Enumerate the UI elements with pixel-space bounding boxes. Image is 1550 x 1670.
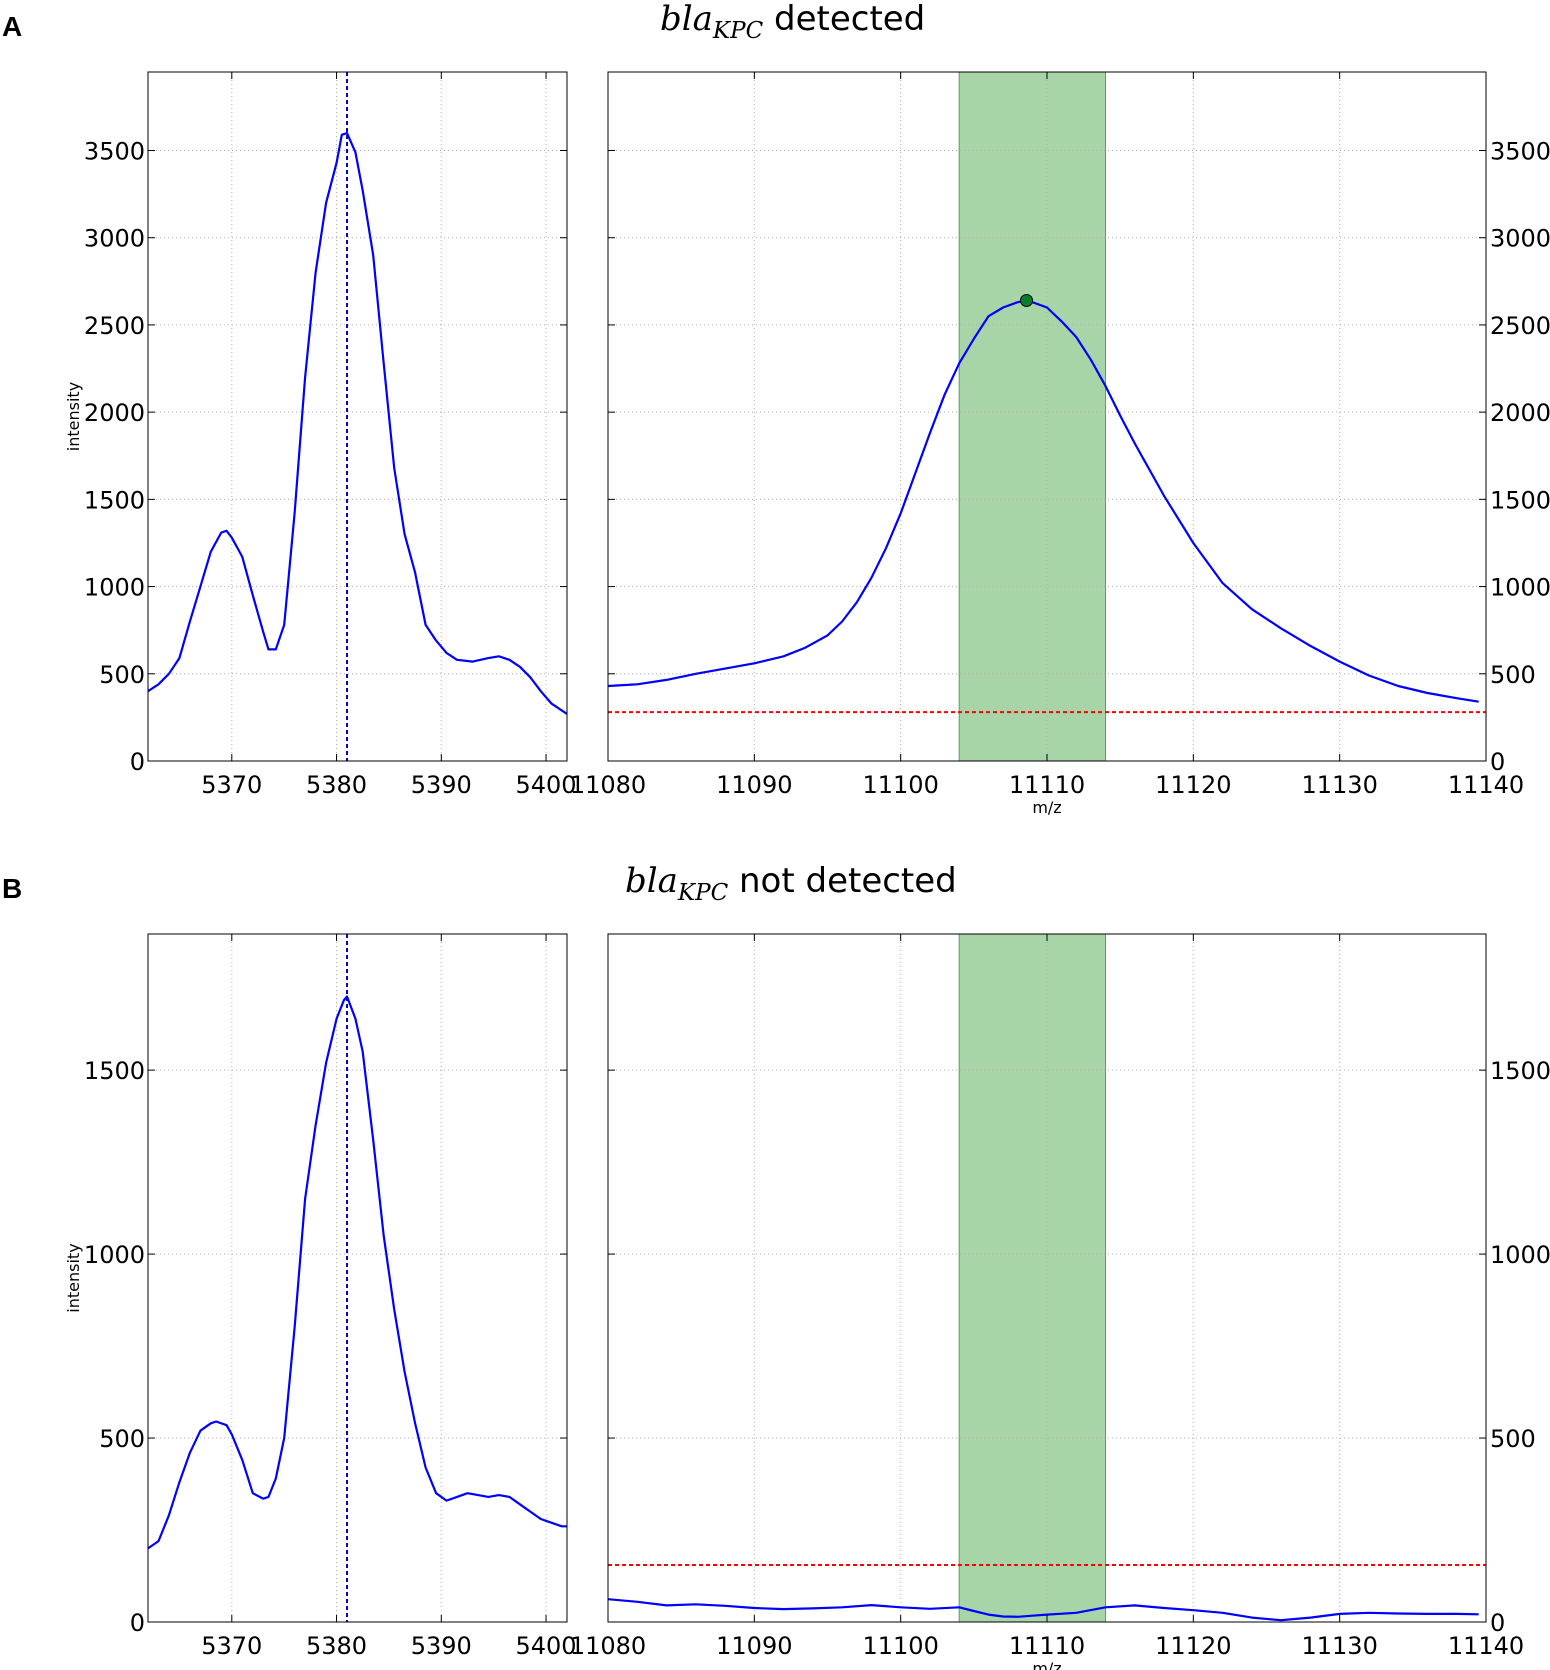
a-right-ytick-label-7: 3500 xyxy=(1490,137,1550,165)
a-left-ytick-label-7: 3500 xyxy=(84,137,145,165)
b-right-xtick-label-6: 11140 xyxy=(1448,1632,1524,1660)
a-left-ytick-label-4: 2000 xyxy=(84,399,145,427)
panel-label-b: B xyxy=(2,873,22,904)
panel-b-left-axes: 5370 5380 5390 5400 0 500 1000 1500 intensity xyxy=(64,933,577,1660)
b-right-xtick-label-5: 11130 xyxy=(1301,1632,1377,1660)
b-right-detection-band xyxy=(958,933,1107,1623)
b-left-xtick-label-0: 5370 xyxy=(201,1632,262,1660)
b-right-xtick-label-0: 11080 xyxy=(570,1632,646,1660)
b-right-xtick-label-3: 11110 xyxy=(1009,1632,1085,1660)
a-right-xtick-label-3: 11110 xyxy=(1009,771,1085,799)
a-right-ytick-label-2: 1000 xyxy=(1490,574,1550,602)
b-right-spectrum-line xyxy=(607,1598,1479,1622)
title-a-subscript: KPC xyxy=(712,18,764,44)
b-right-xtick-label-1: 11090 xyxy=(716,1632,792,1660)
b-right-ytick-label-3: 1500 xyxy=(1490,1057,1550,1085)
b-right-xtick-label-2: 11100 xyxy=(862,1632,938,1660)
a-left-xtick-label-3: 5400 xyxy=(516,771,577,799)
a-right-xtick-label-4: 11120 xyxy=(1155,771,1231,799)
a-right-ytick-label-1: 500 xyxy=(1490,661,1536,689)
a-left-ytick-label-0: 0 xyxy=(130,748,145,776)
panel-a: A blaKPC detected 5370 5380 5390 5400 0 500 10… xyxy=(2,0,1550,817)
a-right-xtick-label-2: 11100 xyxy=(862,771,938,799)
b-left-ytick-label-1: 500 xyxy=(99,1425,145,1453)
panel-label-a: A xyxy=(2,11,22,42)
a-left-ytick-label-3: 1500 xyxy=(84,486,145,514)
a-right-ytick-label-0: 0 xyxy=(1490,748,1505,776)
a-left-ytick-label-1: 500 xyxy=(99,661,145,689)
title-a: blaKPC detected xyxy=(660,0,925,44)
a-right-spectrum-line xyxy=(607,299,1479,703)
b-right-xtick-label-4: 11120 xyxy=(1155,1632,1231,1660)
a-left-xtick-label-2: 5390 xyxy=(411,771,472,799)
a-right-detection-band xyxy=(958,71,1107,762)
a-left-ylabel: intensity xyxy=(64,382,83,451)
a-left-ytick-label-6: 3000 xyxy=(84,225,145,253)
a-left-ytick-label-2: 1000 xyxy=(84,574,145,602)
a-right-xtick-label-5: 11130 xyxy=(1301,771,1377,799)
b-right-ytick-label-2: 1000 xyxy=(1490,1241,1550,1269)
a-right-xtick-label-6: 11140 xyxy=(1448,771,1524,799)
a-left-xtick-label-1: 5380 xyxy=(306,771,367,799)
b-right-xlabel: m/z xyxy=(1032,1659,1061,1670)
title-b-suffix: not detected xyxy=(728,861,957,901)
a-left-ytick-label-5: 2500 xyxy=(84,312,145,340)
b-left-ytick-label-3: 1500 xyxy=(84,1057,145,1085)
b-left-ylabel: intensity xyxy=(64,1243,83,1312)
b-left-ytick-label-2: 1000 xyxy=(84,1241,145,1269)
panel-a-left-axes: 5370 5380 5390 5400 0 500 1000 1500 2000 2500 3000… xyxy=(64,71,577,799)
a-left-axes-frame xyxy=(147,71,568,762)
b-left-ytick-label-0: 0 xyxy=(130,1609,145,1637)
title-b-subscript: KPC xyxy=(677,880,729,906)
a-right-ytick-label-5: 2500 xyxy=(1490,312,1550,340)
title-b-gene: bla xyxy=(625,861,678,901)
title-a-gene: bla xyxy=(660,0,713,39)
b-right-ytick-label-0: 0 xyxy=(1490,1609,1505,1637)
b-left-xtick-label-3: 5400 xyxy=(516,1632,577,1660)
title-b: blaKPC not detected xyxy=(625,861,957,906)
a-right-peak-point xyxy=(1020,294,1034,308)
a-right-xlabel: m/z xyxy=(1032,798,1061,817)
a-right-xtick-label-0: 11080 xyxy=(570,771,646,799)
panel-b: B blaKPC not detected 5370 5380 5390 540005… xyxy=(2,861,1550,1670)
a-right-ytick-label-6: 3000 xyxy=(1490,225,1550,253)
b-left-xtick-label-2: 5390 xyxy=(411,1632,472,1660)
a-left-xtick-label-0: 5370 xyxy=(201,771,262,799)
a-left-spectrum-line xyxy=(147,132,568,715)
b-right-ytick-label-1: 500 xyxy=(1490,1425,1536,1453)
b-left-spectrum-line xyxy=(147,995,567,1550)
b-left-xtick-label-1: 5380 xyxy=(306,1632,367,1660)
a-right-xtick-label-1: 11090 xyxy=(716,771,792,799)
b-left-axes-frame xyxy=(147,933,568,1623)
title-a-suffix: detected xyxy=(763,0,925,39)
a-right-ytick-label-4: 2000 xyxy=(1490,399,1550,427)
a-right-ytick-label-3: 1500 xyxy=(1490,486,1550,514)
